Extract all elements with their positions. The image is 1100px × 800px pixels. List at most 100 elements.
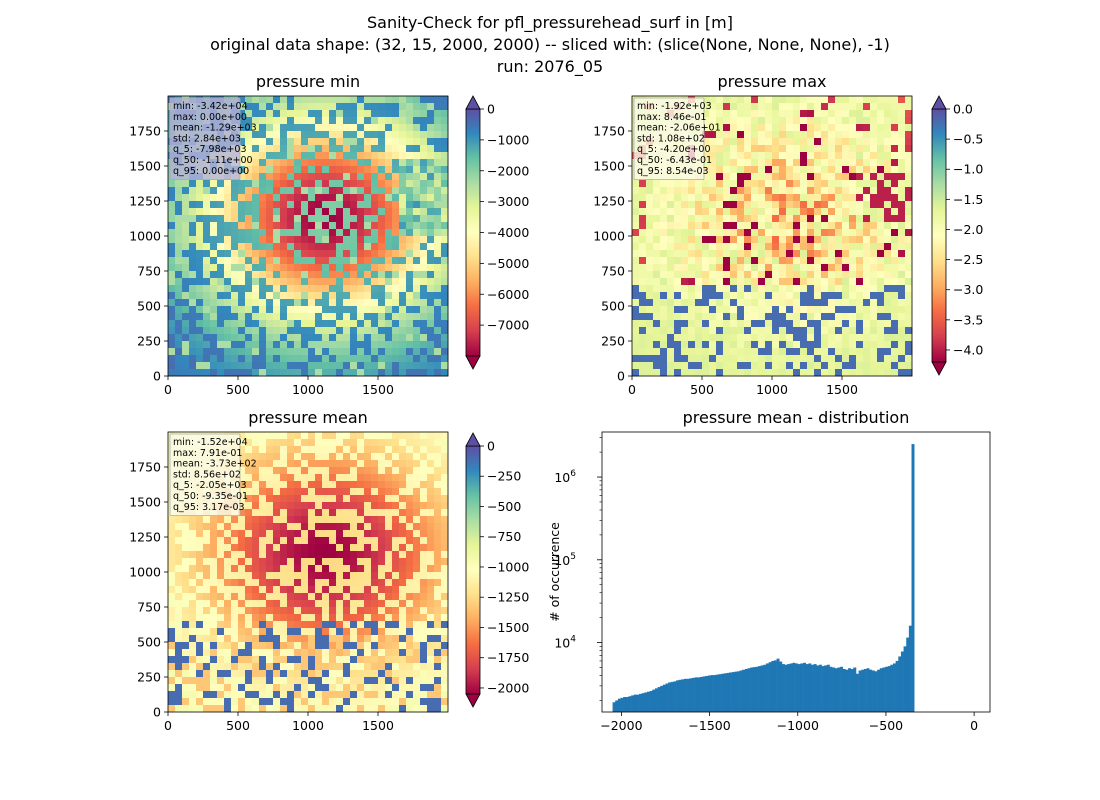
heatmap-cell <box>357 572 365 580</box>
y-tick-label: 1750 <box>593 124 625 139</box>
heatmap-cell <box>308 684 316 692</box>
heatmap-cell <box>737 187 745 195</box>
heatmap-cell <box>343 530 351 538</box>
heatmap-cell <box>681 229 689 237</box>
heatmap-cell <box>392 313 400 321</box>
heatmap-cell <box>322 607 330 615</box>
heatmap-cell <box>301 656 309 664</box>
heatmap-cell <box>357 537 365 545</box>
heatmap-cell <box>765 117 773 125</box>
heatmap-cell <box>357 243 365 251</box>
heatmap-cell <box>702 96 710 104</box>
heatmap-cell <box>751 271 759 279</box>
heatmap-cell <box>175 530 183 538</box>
colorbar: 0−250−500−750−1000−1250−1500−1750−2000 <box>465 432 529 708</box>
heatmap-cell <box>350 495 358 503</box>
heatmap-cell <box>751 117 759 125</box>
heatmap-cell <box>709 208 717 216</box>
heatmap-cell <box>842 348 850 356</box>
heatmap-cell <box>863 320 871 328</box>
heatmap-cell <box>413 691 421 699</box>
heatmap-cell <box>835 124 843 132</box>
heatmap-cell <box>639 187 647 195</box>
heatmap-cell <box>427 257 435 265</box>
heatmap-cell <box>315 705 323 713</box>
heatmap-cell <box>287 250 295 258</box>
heatmap-cell <box>287 257 295 265</box>
heatmap-cell <box>413 229 421 237</box>
heatmap-cell <box>730 278 738 286</box>
heatmap-cell <box>266 180 274 188</box>
heatmap-cell <box>779 264 787 272</box>
heatmap-cell <box>905 313 913 321</box>
heatmap-cell <box>786 124 794 132</box>
heatmap-cell <box>441 285 449 293</box>
heatmap-cell <box>413 467 421 475</box>
heatmap-cell <box>371 460 379 468</box>
heatmap-cell <box>406 215 414 223</box>
heatmap-cell <box>273 187 281 195</box>
heatmap-cell <box>238 579 246 587</box>
heatmap-cell <box>385 565 393 573</box>
heatmap-cell <box>905 257 913 265</box>
heatmap-cell <box>399 166 407 174</box>
heatmap-cell <box>392 691 400 699</box>
heatmap-cell <box>406 327 414 335</box>
heatmap-cell <box>434 670 442 678</box>
heatmap-cell <box>667 208 675 216</box>
heatmap-cell <box>245 355 253 363</box>
heatmap-cell <box>273 698 281 706</box>
heatmap-cell <box>371 600 379 608</box>
heatmap-cell <box>280 677 288 685</box>
heatmap-cell <box>287 642 295 650</box>
heatmap-cell <box>371 180 379 188</box>
heatmap-cell <box>252 341 260 349</box>
heatmap-cell <box>350 621 358 629</box>
heatmap-cell <box>357 488 365 496</box>
heatmap-cell <box>863 313 871 321</box>
heatmap-cell <box>730 299 738 307</box>
heatmap-cell <box>301 439 309 447</box>
heatmap-cell <box>821 236 829 244</box>
heatmap-cell <box>856 327 864 335</box>
heatmap-cell <box>413 663 421 671</box>
heatmap-cell <box>175 201 183 209</box>
heatmap-cell <box>800 117 808 125</box>
heatmap-cell <box>301 173 309 181</box>
heatmap-cell <box>877 173 885 181</box>
heatmap-cell <box>224 250 232 258</box>
heatmap-cell <box>828 166 836 174</box>
heatmap-cell <box>420 236 428 244</box>
heatmap-cell <box>371 628 379 636</box>
heatmap-cell <box>385 586 393 594</box>
heatmap-cell <box>364 698 372 706</box>
heatmap-cell <box>695 271 703 279</box>
heatmap-cell <box>807 299 815 307</box>
heatmap-cell <box>266 544 274 552</box>
heatmap-cell <box>870 229 878 237</box>
heatmap-cell <box>294 677 302 685</box>
heatmap-cell <box>357 292 365 300</box>
heatmap-cell <box>210 250 218 258</box>
heatmap-cell <box>308 628 316 636</box>
heatmap-cell <box>378 684 386 692</box>
heatmap-cell <box>350 208 358 216</box>
heatmap-cell <box>434 285 442 293</box>
heatmap-cell <box>842 117 850 125</box>
heatmap-cell <box>723 264 731 272</box>
stats-line: q_5: -7.98e+03 <box>173 144 247 155</box>
heatmap-cell <box>210 656 218 664</box>
heatmap-cell <box>357 642 365 650</box>
heatmap-cell <box>315 306 323 314</box>
heatmap-cell <box>821 243 829 251</box>
heatmap-cell <box>863 117 871 125</box>
heatmap-cell <box>378 467 386 475</box>
y-tick-label: 1000 <box>129 229 161 244</box>
heatmap-cell <box>434 565 442 573</box>
heatmap-cell <box>315 215 323 223</box>
heatmap-cell <box>821 334 829 342</box>
heatmap-cell <box>406 131 414 139</box>
heatmap-cell <box>660 271 668 279</box>
heatmap-cell <box>413 656 421 664</box>
heatmap-cell <box>427 173 435 181</box>
